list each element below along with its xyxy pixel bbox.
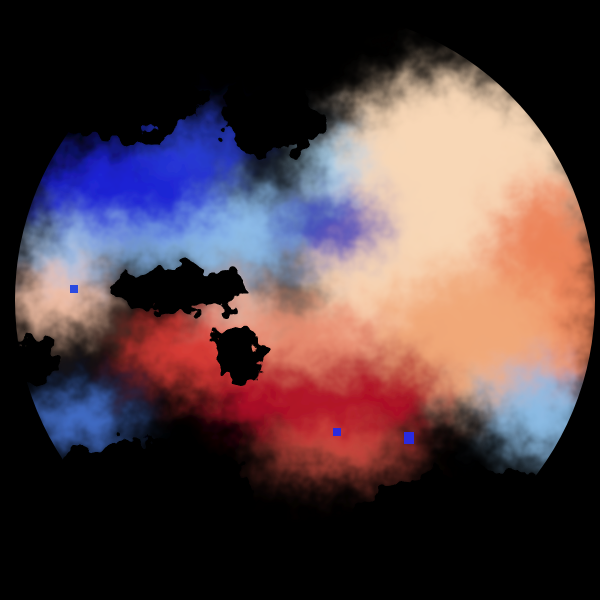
velocity-blobs [15,70,595,473]
gap [215,325,265,385]
gap [110,268,250,312]
blob [240,305,380,365]
spot [404,432,414,444]
blob [275,195,385,255]
gap [15,335,60,385]
blob [210,350,450,440]
blob [20,225,120,275]
blob [380,270,560,390]
blob [15,260,110,340]
spot [333,428,341,436]
blob [25,390,135,450]
hotspots [70,285,414,444]
spot [70,285,78,293]
blob [260,437,420,473]
blob [300,130,360,200]
gap [220,85,320,155]
echo-field [15,60,595,570]
